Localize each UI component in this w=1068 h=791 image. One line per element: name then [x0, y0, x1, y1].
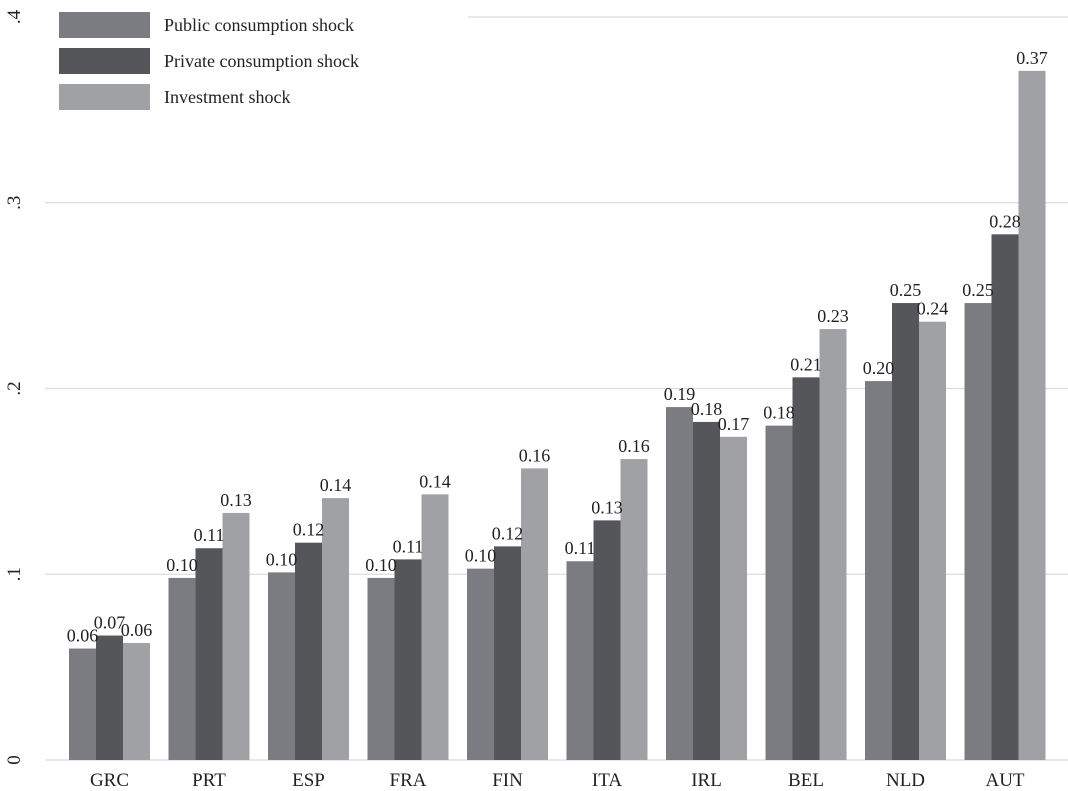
x-tick-label: BEL	[788, 770, 824, 791]
legend-swatch	[59, 12, 150, 38]
bar-value-label: 0.12	[492, 523, 524, 543]
bar-value-label: 0.10	[266, 549, 298, 569]
bar-value-label: 0.13	[220, 490, 252, 510]
legend-label: Public consumption shock	[164, 15, 354, 35]
bar	[268, 572, 295, 760]
bar-value-label: 0.23	[817, 306, 849, 326]
bar	[693, 421, 720, 760]
legend: Public consumption shock Private consumpt…	[59, 12, 359, 110]
legend-swatch	[59, 48, 150, 74]
legend-label: Investment shock	[164, 87, 290, 107]
bar-value-labels: 0.060.070.060.100.110.130.100.120.140.10…	[67, 48, 1048, 646]
bar	[819, 329, 847, 760]
bar	[566, 561, 594, 760]
y-tick-label: .3	[4, 196, 25, 210]
bar-value-label: 0.20	[863, 358, 895, 378]
x-tick-label: FIN	[492, 770, 523, 791]
bar	[96, 635, 123, 760]
x-tick-label: AUT	[985, 770, 1024, 791]
bar-value-label: 0.19	[664, 384, 696, 404]
bar	[521, 468, 548, 760]
bar	[195, 548, 223, 760]
bar	[1018, 70, 1046, 761]
bar-value-label: 0.12	[293, 520, 325, 540]
bar	[720, 436, 747, 760]
y-axis-ticks: 0 .1 .2 .3 .4	[4, 9, 25, 764]
bar	[69, 648, 96, 760]
y-tick-label: .4	[4, 9, 25, 24]
bar	[593, 520, 621, 760]
x-tick-label: ITA	[592, 770, 622, 791]
bar-value-label: 0.17	[718, 414, 750, 434]
bar-value-label: 0.16	[519, 445, 551, 465]
x-tick-label: PRT	[192, 770, 226, 791]
x-axis-ticks: GRC PRT ESP FRA FIN ITA IRL BEL NLD AUT	[90, 770, 1025, 791]
bar	[123, 642, 150, 760]
y-tick-label: 0	[4, 755, 25, 765]
bar	[168, 577, 196, 760]
bar	[394, 559, 422, 760]
bar	[322, 498, 349, 760]
bar	[865, 381, 892, 760]
bar-value-label: 0.13	[591, 497, 623, 517]
bar	[765, 425, 793, 760]
x-tick-label: FRA	[390, 770, 427, 791]
y-tick-label: .2	[4, 381, 25, 395]
bar-value-label: 0.37	[1016, 48, 1048, 68]
bar	[964, 303, 992, 760]
legend-label: Private consumption shock	[164, 51, 359, 71]
x-tick-label: IRL	[691, 770, 722, 791]
bar-value-label: 0.14	[419, 471, 451, 491]
bar-value-label: 0.11	[194, 525, 225, 545]
bar-value-label: 0.14	[320, 475, 352, 495]
bar	[991, 234, 1019, 760]
bar-value-label: 0.16	[618, 436, 650, 456]
bar-value-label: 0.10	[465, 546, 497, 566]
y-tick-label: .1	[4, 567, 25, 581]
bar-value-label: 0.21	[790, 354, 822, 374]
bar	[919, 321, 946, 760]
bar	[222, 512, 250, 760]
bar-value-label: 0.25	[890, 280, 922, 300]
bar	[892, 303, 919, 760]
bar	[421, 494, 449, 760]
bar-value-label: 0.10	[166, 555, 198, 575]
bar-value-label: 0.10	[365, 555, 397, 575]
legend-swatch	[59, 84, 150, 110]
bar	[792, 377, 820, 760]
bar-value-label: 0.06	[121, 620, 153, 640]
bar-value-label: 0.18	[691, 399, 723, 419]
bar-value-label: 0.28	[989, 211, 1021, 231]
bar	[620, 459, 648, 760]
x-tick-label: ESP	[292, 770, 325, 791]
bar-value-label: 0.06	[67, 626, 99, 646]
bar-value-label: 0.07	[94, 613, 126, 633]
bar-value-label: 0.11	[565, 538, 596, 558]
bar-value-label: 0.11	[393, 536, 424, 556]
bar	[666, 407, 693, 760]
x-tick-label: NLD	[886, 770, 925, 791]
bar-value-label: 0.18	[763, 403, 795, 423]
bar-value-label: 0.25	[962, 280, 994, 300]
bars	[69, 70, 1046, 761]
bar	[367, 577, 395, 760]
bar-value-label: 0.24	[917, 299, 949, 319]
bar	[295, 542, 322, 760]
bar	[494, 546, 521, 760]
bar	[467, 568, 494, 760]
x-tick-label: GRC	[90, 770, 129, 791]
